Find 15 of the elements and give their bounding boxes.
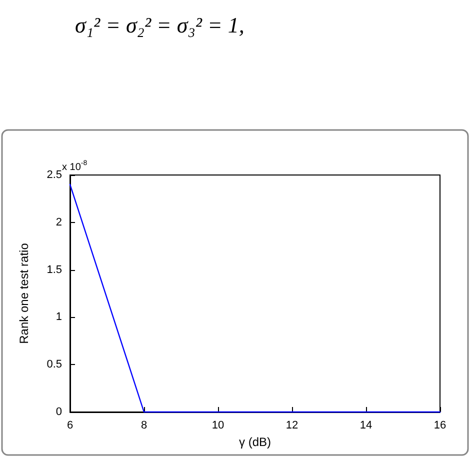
y-tick-label: 1.5	[46, 264, 62, 276]
y-tick-label: 1	[56, 311, 62, 324]
x-tick-label: 10	[212, 420, 224, 432]
x-tick-label: 16	[434, 420, 446, 432]
y-tick-label: 0	[56, 406, 62, 418]
x-tick-label: 14	[360, 420, 372, 432]
y-tick-label: 2	[56, 216, 62, 228]
x-axis-title: γ (dB)	[238, 435, 272, 449]
y-tick-label: 2.5	[46, 169, 62, 181]
x-tick-label: 8	[140, 420, 148, 432]
y-axis-title: Rank one test ratio	[17, 242, 31, 344]
x-tick-label: 12	[286, 420, 298, 432]
x-tick-label: 6	[66, 420, 74, 432]
text: σ₁² = σ₂² = σ₃² = 1,	[75, 12, 244, 38]
y-tick-label: 0.5	[46, 358, 62, 371]
